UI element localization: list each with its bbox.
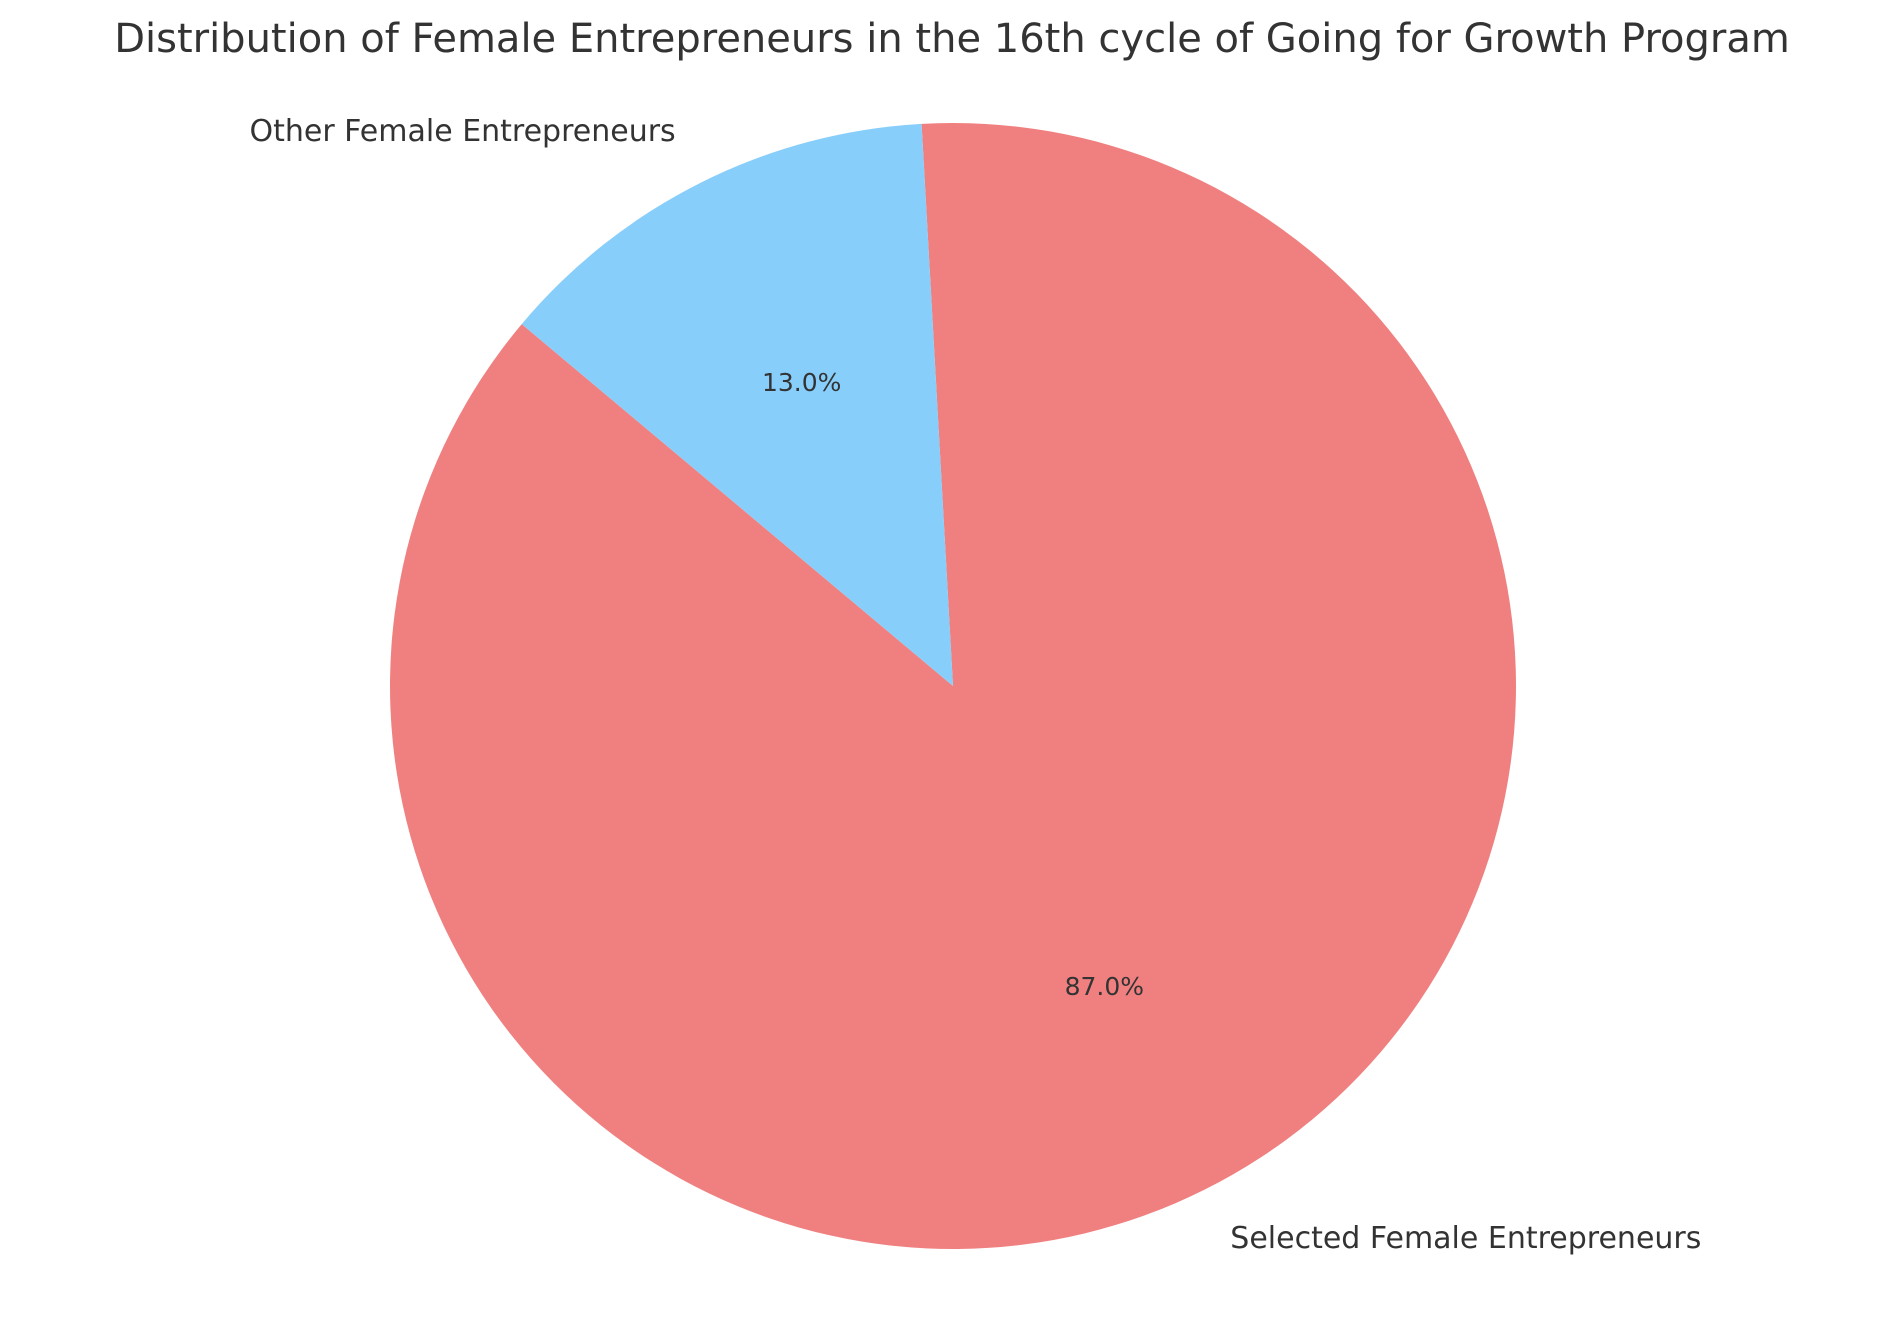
pie-slice-selected-female-entrepreneurs — [390, 123, 1517, 1250]
slice-label-selected-female-entrepreneurs: Selected Female Entrepreneurs — [1230, 1221, 1701, 1256]
chart-title: Distribution of Female Entrepreneurs in … — [114, 16, 1790, 62]
pie-slice-other-female-entrepreneurs — [521, 123, 953, 686]
pie-labels: Selected Female Entrepreneurs 87.0% Other … — [249, 114, 1701, 1256]
slice-percent-other-female-entrepreneurs: 13.0% — [762, 368, 841, 397]
slice-label-other-female-entrepreneurs: Other Female Entrepreneurs — [249, 114, 675, 149]
pie-slices — [390, 123, 1517, 1250]
slice-percent-selected-female-entrepreneurs: 87.0% — [1065, 972, 1144, 1001]
